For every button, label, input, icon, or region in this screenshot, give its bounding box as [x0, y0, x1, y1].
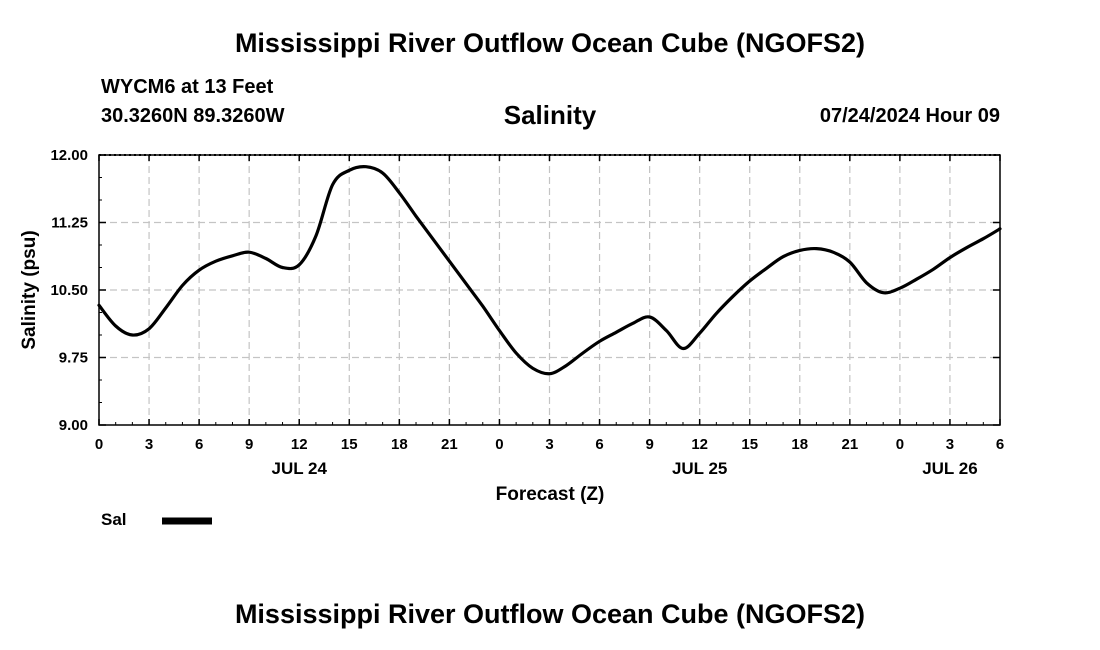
x-tick-label: 15 — [741, 436, 758, 453]
x-tick-label: 0 — [495, 436, 503, 453]
page-title-bottom: Mississippi River Outflow Ocean Cube (NG… — [234, 599, 866, 629]
x-tick-label: 9 — [645, 436, 653, 453]
x-tick-label: 18 — [791, 436, 808, 453]
day-label: JUL 26 — [922, 459, 977, 478]
y-tick-label: 9.75 — [59, 350, 88, 367]
station-label: WYCM6 at 13 Feet — [101, 76, 274, 98]
x-tick-label: 3 — [946, 436, 954, 453]
y-tick-label: 10.50 — [50, 282, 88, 299]
series-line-sal — [97, 165, 1002, 376]
y-axis-label: Salinity (psu) — [19, 230, 40, 349]
y-tick-label: 9.00 — [59, 417, 88, 434]
chart-title: Salinity — [503, 100, 597, 130]
x-tick-label: 9 — [245, 436, 253, 453]
y-tick-label: 12.00 — [50, 147, 88, 164]
legend-label: Sal — [101, 510, 127, 529]
x-tick-label: 15 — [341, 436, 358, 453]
x-tick-label: 12 — [291, 436, 308, 453]
x-tick-label: 18 — [391, 436, 408, 453]
x-tick-label: 6 — [996, 436, 1004, 453]
x-tick-label: 0 — [896, 436, 904, 453]
x-axis-label: Forecast (Z) — [496, 484, 605, 505]
coordinates-label: 30.3260N 89.3260W — [101, 105, 285, 127]
x-tick-label: 21 — [441, 436, 458, 453]
x-tick-label: 12 — [691, 436, 708, 453]
forecast-datetime: 07/24/2024 Hour 09 — [819, 105, 1000, 127]
axis-ticks — [98, 154, 1001, 426]
day-label: JUL 25 — [672, 459, 727, 478]
x-tick-label: 0 — [95, 436, 103, 453]
axis-tick-labels: 0 3 6 9 12 15 18 21 0 3 6 9 12 15 18 21 0 3 6 12.00 11.25 10.… — [50, 147, 1004, 478]
y-tick-label: 11.25 — [51, 215, 88, 232]
x-tick-label: 3 — [545, 436, 553, 453]
page-title-top: Mississippi River Outflow Ocean Cube (NG… — [234, 28, 866, 58]
x-tick-label: 6 — [595, 436, 603, 453]
x-tick-label: 6 — [195, 436, 203, 453]
x-tick-label: 3 — [145, 436, 153, 453]
grid-lines — [99, 155, 1000, 425]
x-tick-label: 21 — [841, 436, 858, 453]
day-label: JUL 24 — [271, 459, 327, 478]
